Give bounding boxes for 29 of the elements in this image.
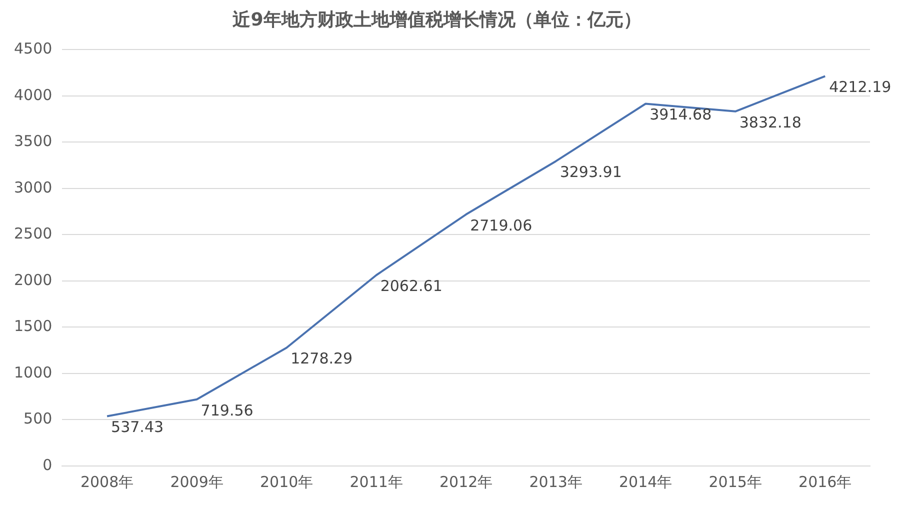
x-tick-label: 2012年 — [439, 472, 493, 491]
data-label: 2719.06 — [470, 216, 532, 234]
y-tick-label: 3000 — [14, 178, 52, 196]
data-label: 719.56 — [200, 401, 254, 420]
x-tick-label: 2013年 — [529, 472, 582, 491]
data-label: 1278.29 — [290, 350, 353, 368]
data-label: 3914.68 — [650, 106, 712, 124]
y-tick-label: 3500 — [14, 132, 52, 150]
y-tick-label: 1000 — [14, 363, 52, 382]
y-tick-label: 500 — [24, 410, 52, 428]
y-tick-label: 2000 — [14, 270, 52, 289]
x-tick-label: 2008年 — [80, 472, 134, 491]
y-tick-label: 1500 — [14, 317, 52, 336]
y-tick-label: 4000 — [14, 86, 52, 104]
x-tick-label: 2011年 — [350, 472, 403, 491]
x-tick-label: 2016年 — [798, 472, 852, 491]
y-tick-label: 0 — [42, 456, 52, 474]
data-label: 3293.91 — [560, 163, 622, 182]
data-label: 537.43 — [111, 418, 164, 436]
x-tick-label: 2009年 — [170, 472, 224, 491]
x-tick-label: 2010年 — [260, 472, 314, 491]
x-tick-label: 2015年 — [708, 472, 762, 491]
data-label: 2062.61 — [380, 277, 442, 296]
data-label: 4212.19 — [829, 78, 892, 96]
y-tick-label: 2500 — [14, 224, 52, 243]
chart-title: 近9年地方财政土地增值税增长情况（单位：亿元） — [232, 9, 642, 30]
data-label: 3832.18 — [739, 113, 802, 132]
x-tick-label: 2014年 — [619, 472, 672, 491]
y-tick-label: 4500 — [14, 39, 52, 58]
